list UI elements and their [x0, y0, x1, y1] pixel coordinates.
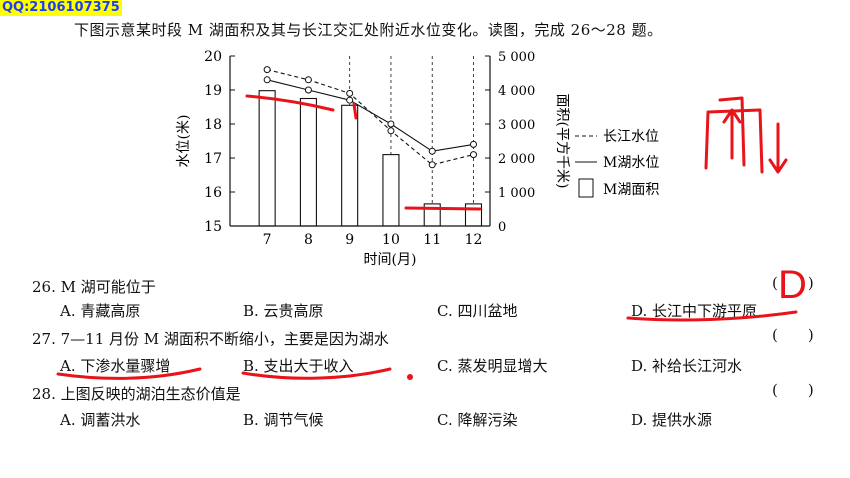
water-level-chart: 20 19 18 17 16 15 5 000 4 000 3 000 2 000 1 000 0 7 8… — [176, 49, 659, 268]
q26-option-b: B. 云贵高原 — [243, 302, 324, 320]
legend-label: 长江水位 — [603, 129, 659, 145]
x-tick-label: 10 — [382, 232, 400, 248]
q28-option-d: D. 提供水源 — [631, 411, 713, 429]
right-tick-label: 2 000 — [498, 152, 535, 167]
yangtze-level-line-point — [428, 161, 436, 169]
left-tick-label: 15 — [204, 219, 222, 235]
area-bar — [382, 154, 400, 227]
right-tick-label: 0 — [498, 220, 506, 235]
ink-up-arrow — [722, 108, 742, 160]
yangtze-level-line — [267, 69, 474, 166]
question-27-stem: 27. 7—11 月份 M 湖面积不断缩小，主要是因为湖水 — [32, 330, 389, 348]
left-tick-label: 18 — [204, 117, 222, 133]
axes — [229, 55, 491, 227]
tick-labels: 20 19 18 17 16 15 5 000 4 000 3 000 2 000 1 000 0 7 8… — [176, 49, 570, 268]
question-28-stem: 28. 上图反映的湖泊生态价值是 — [32, 385, 241, 403]
right-axis-title: 面积(平方千米) — [554, 94, 570, 189]
right-tick-label: 1 000 — [498, 186, 535, 201]
q27-option-d: D. 补给长江河水 — [631, 357, 743, 375]
lake-level-line-point — [387, 120, 395, 128]
x-tick-label: 7 — [263, 232, 272, 248]
yangtze-level-line-point — [304, 76, 312, 84]
right-tick-label: 4 000 — [498, 84, 535, 99]
left-axis-title: 水位(米) — [176, 115, 192, 168]
lake-level-line-point — [346, 96, 354, 104]
lake-level-line-point — [469, 140, 477, 148]
legend-label: M湖水位 — [603, 155, 659, 171]
yangtze-level-line-point — [469, 151, 477, 159]
legend-label: M湖面积 — [603, 182, 659, 198]
yangtze-level-line-point — [387, 127, 395, 135]
lake-level-line-point — [263, 76, 271, 84]
legend-bar-swatch — [578, 178, 594, 198]
q26-option-a: A. 青藏高原 — [60, 302, 141, 320]
watermark: QQ:2106107375 — [0, 0, 122, 16]
q27-option-a: A. 下渗水量骤增 — [60, 357, 171, 375]
question-26-stem: 26. M 湖可能位于 — [32, 278, 156, 296]
yangtze-level-line-point — [263, 66, 271, 74]
area-bar — [341, 104, 359, 227]
x-tick-label: 9 — [345, 232, 354, 248]
left-tick-label: 17 — [204, 151, 222, 167]
right-tick-label: 5 000 — [498, 50, 535, 65]
area-bar — [423, 203, 441, 227]
left-tick-label: 19 — [204, 83, 222, 99]
question-28-paren: ( ) — [772, 381, 814, 399]
lake-level-line-point — [428, 147, 436, 155]
intro-text: 下图示意某时段 M 湖面积及其与长江交汇处附近水位变化。读图，完成 26～28 … — [74, 21, 663, 39]
lake-level-line-point — [304, 86, 312, 94]
q28-option-a: A. 调蓄洪水 — [60, 411, 141, 429]
yangtze-level-line-point — [346, 89, 354, 97]
question-26-paren: ( ) — [772, 274, 814, 292]
area-bar — [258, 90, 276, 227]
legend: 长江水位 M湖水位 M湖面积 — [575, 129, 659, 198]
x-tick-label: 8 — [304, 232, 313, 248]
q28-option-b: B. 调节气候 — [243, 411, 324, 429]
x-tick-label: 12 — [465, 232, 483, 248]
chart-grid — [349, 56, 474, 226]
x-tick-label: 11 — [423, 232, 441, 248]
q28-option-c: C. 降解污染 — [437, 411, 518, 429]
q26-option-d: D. 长江中下游平原 — [631, 302, 758, 320]
q27-option-b: B. 支出大于收入 — [243, 357, 354, 375]
q27-option-c: C. 蒸发明显增大 — [437, 357, 548, 375]
lines — [263, 66, 477, 169]
q26-option-c: C. 四川盆地 — [437, 302, 518, 320]
area-bar — [464, 203, 483, 227]
area-bar — [299, 97, 317, 227]
ink-down-arrow — [768, 122, 788, 174]
left-tick-label: 16 — [204, 185, 222, 201]
left-tick-label: 20 — [204, 49, 222, 65]
question-27-paren: ( ) — [772, 326, 814, 344]
lake-level-line — [267, 79, 474, 152]
ink-dot — [407, 374, 413, 380]
x-axis-title: 时间(月) — [364, 252, 417, 268]
right-tick-label: 3 000 — [498, 118, 535, 133]
bars — [258, 90, 483, 227]
